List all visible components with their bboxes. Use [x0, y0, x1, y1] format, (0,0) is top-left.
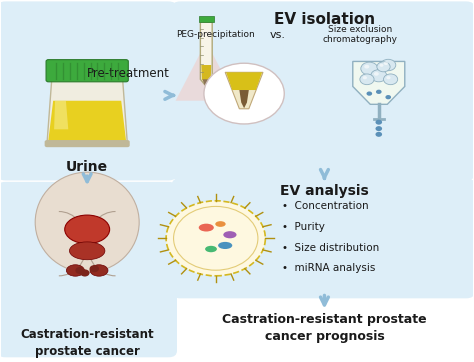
Circle shape [75, 267, 85, 274]
Polygon shape [47, 79, 128, 144]
Polygon shape [175, 51, 237, 101]
Text: Pre-treatment: Pre-treatment [87, 67, 170, 80]
Text: EV isolation: EV isolation [274, 12, 375, 27]
FancyBboxPatch shape [0, 182, 177, 357]
Ellipse shape [205, 246, 217, 252]
Polygon shape [226, 72, 262, 90]
Circle shape [166, 201, 265, 276]
Polygon shape [353, 62, 405, 104]
Circle shape [383, 62, 388, 65]
Text: Castration-resistant prostate
cancer prognosis: Castration-resistant prostate cancer pro… [222, 313, 427, 343]
Ellipse shape [215, 221, 226, 227]
Text: •  Concentration: • Concentration [282, 201, 368, 211]
Bar [199, 16, 214, 22]
Polygon shape [202, 79, 210, 87]
Circle shape [90, 265, 99, 272]
Circle shape [371, 70, 387, 82]
Text: Size exclusion
chromatography: Size exclusion chromatography [322, 25, 397, 44]
Text: Castration-resistant
prostate cancer: Castration-resistant prostate cancer [20, 328, 154, 358]
Circle shape [381, 59, 396, 71]
Circle shape [361, 62, 378, 75]
Ellipse shape [66, 265, 84, 276]
FancyBboxPatch shape [45, 140, 130, 147]
Circle shape [363, 76, 367, 79]
Circle shape [376, 90, 382, 94]
Text: •  Purity: • Purity [282, 222, 325, 232]
FancyBboxPatch shape [172, 1, 474, 180]
Circle shape [383, 74, 398, 85]
Circle shape [204, 63, 284, 124]
Circle shape [375, 132, 382, 137]
Circle shape [360, 74, 374, 85]
Circle shape [366, 92, 372, 96]
Text: vs.: vs. [269, 30, 285, 40]
Circle shape [364, 65, 369, 68]
Text: EV analysis: EV analysis [280, 184, 369, 198]
Polygon shape [201, 22, 212, 87]
Text: Urine: Urine [66, 160, 108, 174]
Ellipse shape [70, 242, 105, 260]
Circle shape [385, 95, 391, 99]
Ellipse shape [35, 172, 139, 272]
Circle shape [375, 126, 382, 131]
FancyBboxPatch shape [46, 60, 128, 82]
Ellipse shape [223, 231, 237, 238]
Polygon shape [201, 65, 211, 85]
Circle shape [80, 269, 90, 277]
Text: •  Size distribution: • Size distribution [282, 243, 379, 253]
Text: •  miRNA analysis: • miRNA analysis [282, 263, 375, 273]
Circle shape [374, 72, 379, 76]
Ellipse shape [65, 215, 109, 244]
Ellipse shape [90, 265, 108, 276]
Ellipse shape [218, 242, 232, 249]
Ellipse shape [199, 224, 214, 232]
Circle shape [377, 62, 390, 72]
FancyBboxPatch shape [0, 1, 177, 180]
Polygon shape [48, 101, 127, 144]
Circle shape [375, 120, 382, 125]
FancyBboxPatch shape [172, 178, 474, 298]
Polygon shape [225, 72, 263, 109]
Text: PEG-precipitation: PEG-precipitation [176, 30, 255, 39]
Circle shape [386, 76, 391, 79]
Circle shape [380, 64, 383, 67]
Polygon shape [239, 90, 249, 108]
Polygon shape [54, 101, 68, 129]
